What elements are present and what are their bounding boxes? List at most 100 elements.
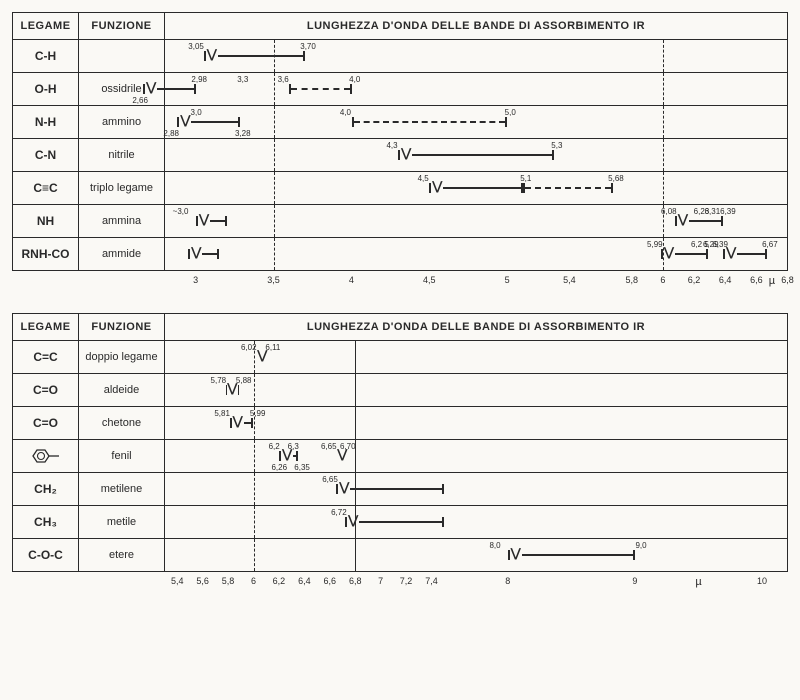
funzione-cell: etere <box>79 539 165 572</box>
axis-tick: 3,5 <box>267 275 280 285</box>
axis-tick: 4 <box>349 275 354 285</box>
wavelength-axis: 5,45,65,866,26,46,66,877,27,48910µ <box>165 572 788 597</box>
band-value-label: 8,0 <box>489 541 500 550</box>
absorption-peak-icon: ⋁ <box>146 80 156 94</box>
axis-tick: 6,4 <box>719 275 732 285</box>
absorption-band: ⋁ <box>398 147 554 163</box>
absorption-peak-icon: ⋁ <box>511 546 521 560</box>
ir-table-top: LEGAME FUNZIONE LUNGHEZZA D'ONDA DELLE B… <box>12 12 788 295</box>
band-cell: ⋁5,815,99 <box>165 407 788 440</box>
band-value-label: 3,70 <box>300 42 316 51</box>
band-value-label: 5,88 <box>236 376 252 385</box>
axis-unit: µ <box>695 576 701 588</box>
funzione-cell: doppio legame <box>79 341 165 374</box>
funzione-cell: ammide <box>79 238 165 271</box>
absorption-peak-icon: ⋁ <box>348 513 358 527</box>
axis-tick: 10 <box>757 576 767 586</box>
band-value-label: 4,0 <box>349 75 360 84</box>
funzione-cell: nitrile <box>79 139 165 172</box>
axis-tick: 6,6 <box>750 275 763 285</box>
absorption-peak-icon: ⋁ <box>180 113 190 127</box>
funzione-cell: metilene <box>79 473 165 506</box>
band-value-label: 5,78 <box>211 376 227 385</box>
band-value-label: 4,3 <box>386 141 397 150</box>
funzione-cell <box>79 40 165 73</box>
axis-tick: 6,4 <box>298 576 311 586</box>
axis-tick: 5 <box>505 275 510 285</box>
hdr-funzione: FUNZIONE <box>79 13 165 40</box>
band-value-label: 5,3 <box>551 141 562 150</box>
band-value-label: 6,3 <box>288 442 299 451</box>
band-value-label: 5,99 <box>647 240 663 249</box>
band-cell: ⋁6,026,11 <box>165 341 788 374</box>
band-cell: ⋁4,55,15,68 <box>165 172 788 205</box>
axis-unit: µ <box>769 275 775 287</box>
absorption-peak-icon: ⋁ <box>401 146 411 160</box>
absorption-band: ⋁ <box>188 246 219 262</box>
band-value-label: 6,65 <box>322 475 338 484</box>
band-value-label: 3,0 <box>191 108 202 117</box>
funzione-cell: fenil <box>79 440 165 473</box>
funzione-cell: chetone <box>79 407 165 440</box>
band-value-label: 5,81 <box>214 409 230 418</box>
wavelength-axis: 33,544,555,45,866,26,46,66,8µ <box>165 271 788 296</box>
band-value-label: ~3,0 <box>173 207 189 216</box>
band-cell: ⋁8,09,0 <box>165 539 788 572</box>
benzene-ring-icon <box>13 440 79 473</box>
band-cell: ⋁6,26,36,266,35⋁6,656,70 <box>165 440 788 473</box>
axis-tick: 6 <box>660 275 665 285</box>
band-value-label: 6,31 <box>705 207 721 216</box>
band-cell: ⋁2,662,983,33,64,0 <box>165 73 788 106</box>
axis-tick: 7,4 <box>425 576 438 586</box>
legame-cell: C-O-C <box>13 539 79 572</box>
hdr-funzione: FUNZIONE <box>79 314 165 341</box>
band-value-label: 6,39 <box>720 207 736 216</box>
band-value-label: 6,26 <box>271 463 287 472</box>
legame-cell: C-H <box>13 40 79 73</box>
absorption-peak-icon: ⋁ <box>199 212 209 226</box>
absorption-band: ⋁ <box>429 180 522 196</box>
funzione-cell: ammino <box>79 106 165 139</box>
absorption-peak-icon: ⋁ <box>207 47 217 61</box>
band-value-label: 2,66 <box>132 96 148 105</box>
absorption-band: ⋁ <box>204 48 305 64</box>
axis-tick: 6,8 <box>781 275 794 285</box>
absorption-band <box>289 81 351 97</box>
axis-tick: 9 <box>632 576 637 586</box>
band-cell: ⋁ 4,3 5,3 <box>165 139 788 172</box>
band-cell: ⋁6,65 <box>165 473 788 506</box>
absorption-peak-icon: ⋁ <box>339 480 349 494</box>
band-cell: ⋁3,05 3,70 <box>165 40 788 73</box>
band-value-label: 3,28 <box>235 129 251 138</box>
band-value-label: 3,05 <box>188 42 204 51</box>
absorption-band: ⋁ <box>508 547 635 563</box>
axis-tick: 6,6 <box>324 576 337 586</box>
legame-cell: C=O <box>13 407 79 440</box>
absorption-band <box>352 114 508 130</box>
band-value-label: 3,6 <box>278 75 289 84</box>
band-value-label: 6,70 <box>340 442 356 451</box>
band-value-label: 5,0 <box>505 108 516 117</box>
legame-cell: C≡C <box>13 172 79 205</box>
absorption-peak-icon: ⋁ <box>191 245 201 259</box>
funzione-cell: ammina <box>79 205 165 238</box>
absorption-band: ⋁ <box>196 213 227 229</box>
axis-tick: 5,6 <box>196 576 209 586</box>
axis-tick: 7,2 <box>400 576 413 586</box>
top-table: LEGAME FUNZIONE LUNGHEZZA D'ONDA DELLE B… <box>12 12 788 295</box>
axis-tick: 5,4 <box>171 576 184 586</box>
absorption-band: ⋁ <box>345 514 444 530</box>
axis-tick: 7 <box>378 576 383 586</box>
bottom-table: LEGAME FUNZIONE LUNGHEZZA D'ONDA DELLE B… <box>12 313 788 596</box>
band-value-label: 6,65 <box>321 442 337 451</box>
band-value-label: 4,5 <box>418 174 429 183</box>
band-value-label: 2,98 <box>191 75 207 84</box>
band-value-label: 6,35 <box>294 463 310 472</box>
band-value-label: 6,39 <box>712 240 728 249</box>
band-value-label: 6,11 <box>265 343 280 352</box>
axis-tick: 8 <box>505 576 510 586</box>
band-value-label: 6,08 <box>661 207 677 216</box>
band-cell: ⋁6,72 <box>165 506 788 539</box>
funzione-cell: aldeide <box>79 374 165 407</box>
band-value-label: 5,68 <box>608 174 624 183</box>
